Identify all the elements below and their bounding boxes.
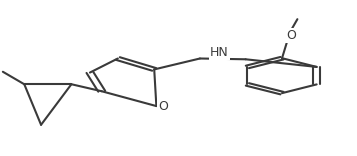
Text: HN: HN: [210, 46, 229, 59]
Text: O: O: [158, 100, 168, 113]
Text: O: O: [286, 29, 296, 42]
